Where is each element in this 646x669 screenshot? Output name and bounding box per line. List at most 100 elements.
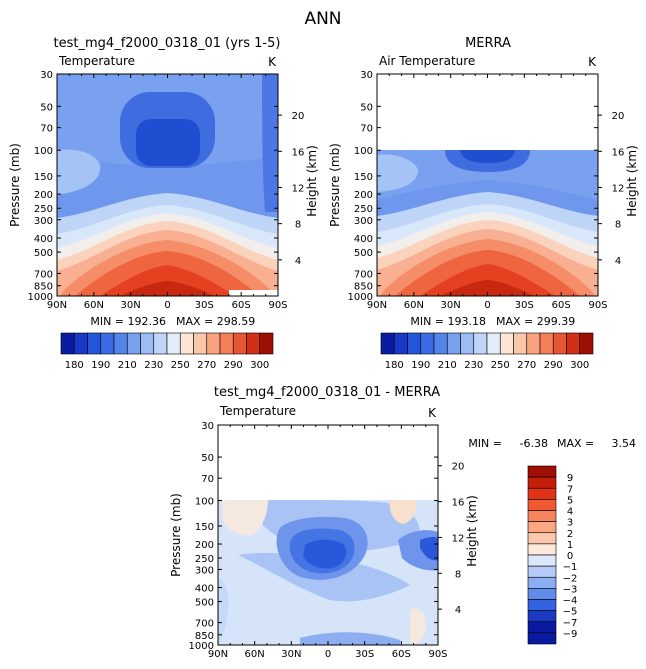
colorbar-label: 230 — [144, 360, 163, 371]
pressure-tick-label: 200 — [195, 540, 214, 551]
pressure-tick-label: 150 — [354, 172, 373, 183]
colorbar-label: −3 — [563, 584, 578, 595]
colorbar-swatch — [140, 332, 155, 355]
colorbar-label: 270 — [517, 360, 536, 371]
pressure-tick-label: 500 — [34, 248, 53, 259]
pressure-tick-label: 100 — [354, 146, 373, 157]
y2-axis-label: Height (km) — [625, 145, 639, 216]
colorbar-swatch — [527, 588, 557, 600]
colorbar-label: 250 — [491, 360, 510, 371]
latitude-tick-label: 30S — [195, 300, 214, 311]
pressure-tick-label: 300 — [195, 565, 214, 576]
colorbar-swatch — [527, 599, 557, 611]
pressure-tick-label: 700 — [34, 269, 53, 280]
colorbar-swatch — [527, 521, 557, 534]
colorbar-swatch — [420, 332, 435, 355]
pressure-tick-label: 200 — [34, 190, 53, 201]
colorbar-label: 7 — [567, 484, 573, 495]
panel-model-variable: Temperature — [58, 54, 135, 68]
pressure-tick-label: 70 — [40, 124, 53, 135]
colorbar-label: 190 — [91, 360, 110, 371]
latitude-tick-label: 0 — [164, 300, 170, 311]
panel-merra: MERRA Air Temperature K 3050701001502002… — [328, 36, 639, 371]
panel-merra-unit: K — [588, 55, 597, 69]
panel-merra-axes: 3050701001502002503004005007008501000481… — [328, 70, 639, 371]
panel-model-unit: K — [268, 55, 277, 69]
height-tick-label: 8 — [615, 220, 621, 231]
latitude-tick-label: 60N — [404, 300, 424, 311]
colorbar-label: 250 — [171, 360, 190, 371]
colorbar-swatch — [219, 332, 234, 355]
pressure-tick-label: 200 — [354, 190, 373, 201]
colorbar-label: 4 — [567, 507, 573, 518]
latitude-tick-label: 0 — [325, 649, 331, 660]
diff-band-minus5-south — [420, 537, 438, 561]
latitude-tick-label: 90N — [367, 300, 387, 311]
pressure-tick-label: 50 — [40, 102, 53, 113]
colorbar-swatch — [460, 332, 475, 355]
colorbar-label: 300 — [250, 360, 269, 371]
colorbar-swatch — [232, 332, 247, 355]
latitude-tick-label: 90S — [588, 300, 607, 311]
temp-band-300 — [120, 281, 215, 296]
panel-diff-variable: Temperature — [219, 404, 296, 418]
colorbar-swatch — [527, 610, 557, 623]
pressure-tick-label: 250 — [34, 204, 53, 215]
pressure-tick-label: 850 — [34, 282, 53, 293]
colorbar-swatch — [527, 621, 557, 634]
colorbar-swatch — [527, 565, 557, 578]
colorbar-swatch — [539, 332, 554, 355]
panel-model-max: MAX = 298.59 — [176, 315, 255, 328]
panel-model-min: MIN = 192.36 — [90, 315, 166, 328]
latitude-tick-label: 30N — [121, 300, 141, 311]
pressure-tick-label: 30 — [201, 421, 214, 432]
colorbar-swatch — [153, 332, 168, 355]
panel-merra-min: MIN = 193.18 — [410, 315, 486, 328]
colorbar-label: 1 — [567, 540, 573, 551]
colorbar-label: −4 — [563, 596, 578, 607]
colorbar-swatch — [527, 532, 557, 545]
colorbar-label: 300 — [570, 360, 589, 371]
colorbar-swatch — [552, 332, 567, 355]
pressure-tick-label: 50 — [201, 453, 214, 464]
height-tick-label: 4 — [615, 256, 621, 267]
panel-diff-min: MIN = — [468, 437, 502, 450]
temp-band-tropical-high — [377, 154, 418, 192]
pressure-tick-label: 500 — [354, 248, 373, 259]
colorbar-swatch — [527, 543, 557, 556]
temp-band-190 — [460, 150, 515, 163]
panel-diff: test_mg4_f2000_0318_01 - MERRA Temperatu… — [169, 385, 636, 660]
pressure-tick-label: 100 — [34, 146, 53, 157]
colorbar-swatch — [486, 332, 501, 355]
y2-axis-label: Height (km) — [465, 495, 479, 566]
height-tick-label: 16 — [292, 147, 305, 158]
y-axis-label: Pressure (mb) — [328, 143, 342, 227]
pressure-tick-label: 300 — [354, 216, 373, 227]
pressure-tick-label: 100 — [195, 497, 214, 508]
temp-band-295 — [420, 264, 555, 296]
panel-model-contours — [57, 74, 278, 296]
colorbar-swatch — [433, 332, 448, 355]
panel-model: test_mg4_f2000_0318_01 (yrs 1-5) Tempera… — [8, 36, 319, 371]
colorbar-swatch — [526, 332, 541, 355]
colorbar-label: 180 — [385, 360, 404, 371]
height-tick-label: 12 — [452, 533, 465, 544]
colorbar-swatch — [513, 332, 528, 355]
diff-band-minus2-surface — [300, 632, 400, 645]
panel-merra-max: MAX = 299.39 — [496, 315, 575, 328]
colorbar-label: 290 — [224, 360, 243, 371]
colorbar-swatch — [499, 332, 514, 355]
temp-band-190 — [136, 119, 200, 166]
latitude-tick-label: 30N — [281, 649, 301, 660]
diff-band-minus5 — [303, 539, 347, 569]
colorbar-swatch — [126, 332, 141, 355]
colorbar-swatch — [527, 554, 557, 567]
colorbar-swatch — [527, 510, 557, 522]
colorbar-swatch — [73, 332, 88, 355]
colorbar-label: −5 — [563, 607, 578, 618]
y2-axis-label: Height (km) — [305, 145, 319, 216]
colorbar-swatch — [407, 332, 422, 355]
colorbar-label: 210 — [438, 360, 457, 371]
colorbar-label: 2 — [567, 529, 573, 540]
